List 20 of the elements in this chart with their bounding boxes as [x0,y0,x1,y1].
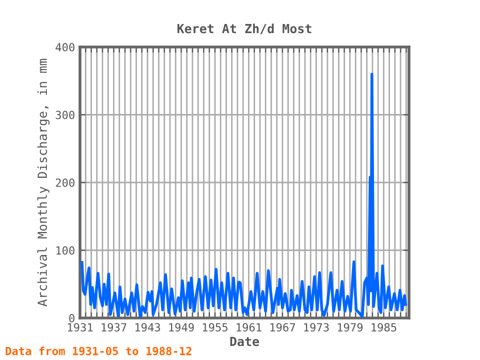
chart-title: Keret At Zh/d Most [177,24,312,34]
line-series [80,72,408,318]
x-tick-label: 1949 [169,323,194,332]
x-tick-label: 1979 [338,323,363,332]
x-tick-label: 1931 [68,323,93,332]
y-tick-label: 400 [56,43,74,52]
x-tick-label: 1967 [270,323,296,332]
x-tick-label: 1961 [236,323,262,332]
x-tick-label: 1955 [202,323,228,332]
x-tick-label: 1973 [304,323,329,332]
x-tick-label: 1943 [135,323,160,332]
y-tick-label: 200 [56,178,74,187]
x-axis-title: Date [230,336,260,346]
y-axis-title: Archival Monthly Discharge, in mm [37,58,50,306]
x-tick-label: 1985 [372,323,396,332]
text: Data from 1931-05 to 1988-12 [6,346,192,356]
y-tick-label: 300 [56,110,74,120]
x-tick-label: 1937 [102,323,126,332]
y-tick-label: 100 [56,246,74,255]
y-tick-label: 0 [69,314,74,322]
